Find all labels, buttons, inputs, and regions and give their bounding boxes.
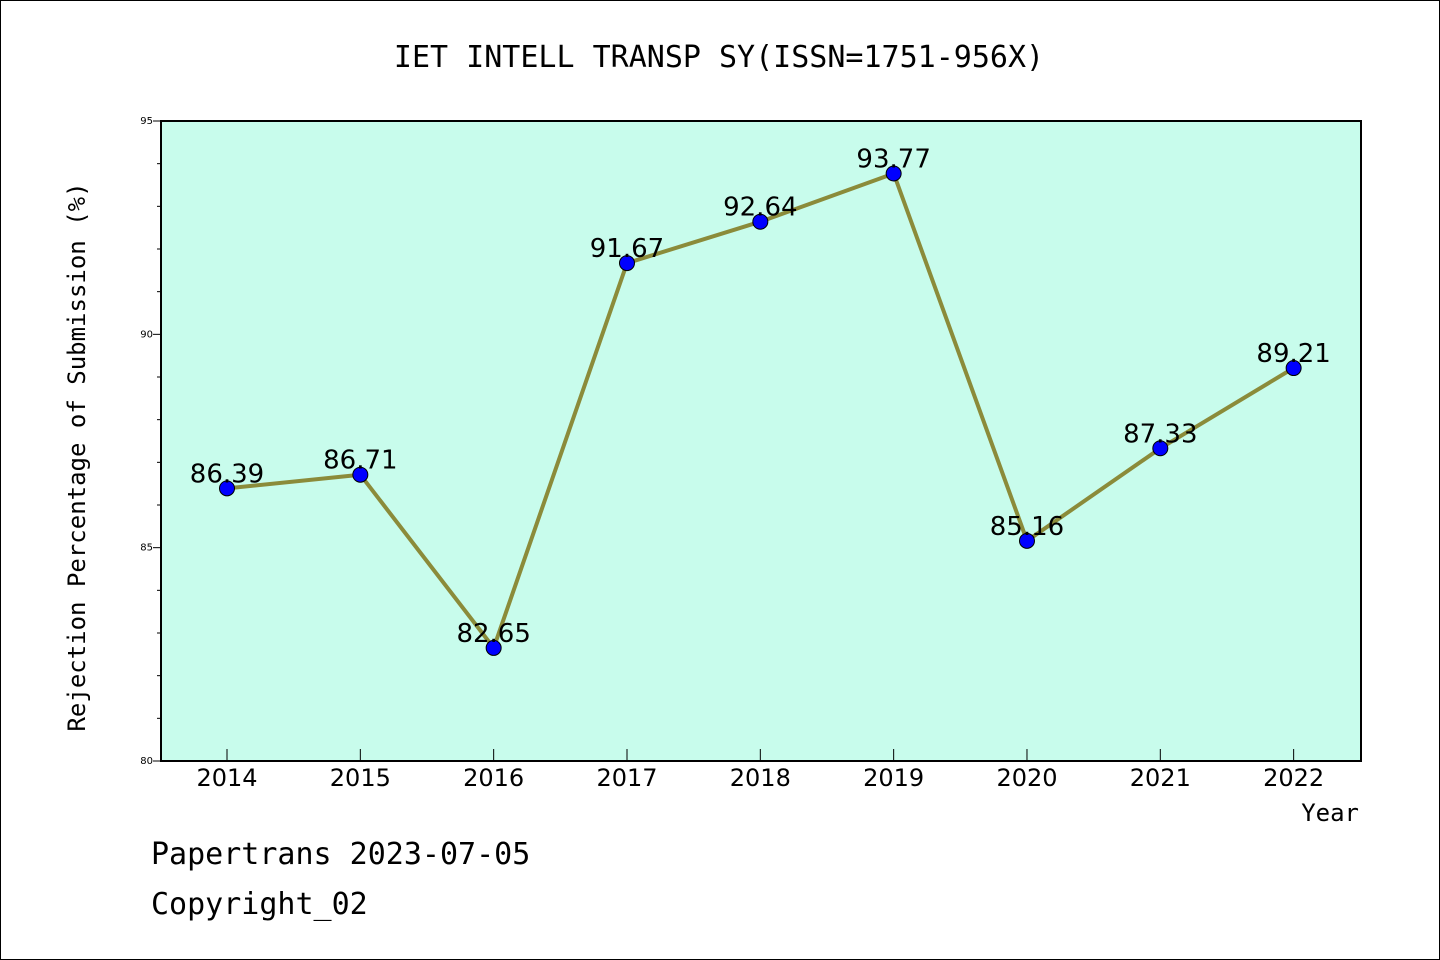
y-tick-label: 85: [140, 543, 153, 554]
data-label: 85.16: [990, 512, 1064, 542]
data-labels: 86.39 86.71 82.65 91.67 92.64 93.77 85.16 87.33…: [190, 144, 1331, 648]
data-point: [1285, 360, 1302, 377]
data-point: [752, 213, 769, 230]
data-label: 87.33: [1123, 419, 1197, 449]
footer-copyright-line: Copyright_02: [151, 887, 368, 922]
data-point: [485, 639, 502, 656]
data-point: [885, 165, 902, 182]
y-tick-label: 90: [140, 329, 153, 340]
data-label: 86.71: [323, 446, 397, 476]
data-label: 82.65: [456, 619, 530, 649]
x-tick-label: 2019: [863, 764, 924, 792]
x-tick-label: 2021: [1130, 764, 1191, 792]
data-label: 86.39: [190, 459, 264, 489]
data-label: 93.77: [856, 144, 930, 174]
data-point: [352, 466, 369, 483]
data-points: [219, 165, 1302, 656]
x-tick-label: 2015: [330, 764, 391, 792]
x-tick-label: 2016: [463, 764, 524, 792]
data-label: 89.21: [1256, 339, 1330, 369]
data-label: 91.67: [590, 234, 664, 264]
data-label: 92.64: [723, 193, 797, 223]
x-tick-label: 2020: [996, 764, 1057, 792]
footer-date-line: Papertrans 2023-07-05: [151, 837, 530, 872]
y-axis-ticks: 80 85 90 95: [140, 116, 161, 767]
data-point: [219, 480, 235, 497]
x-tick-label: 2018: [730, 764, 791, 792]
chart-title: IET INTELL TRANSP SY(ISSN=1751-956X): [394, 40, 1044, 75]
y-tick-label: 95: [140, 116, 153, 127]
x-axis-label: Year: [1301, 799, 1359, 827]
x-tick-label: 2017: [596, 764, 657, 792]
y-axis-label: Rejection Percentage of Submission (%): [63, 182, 91, 731]
data-point: [618, 255, 635, 272]
x-tick-label: 2022: [1263, 764, 1324, 792]
x-axis-ticks: 2014 2015 2016 2017 2018 2019 2020 2021 2022: [196, 749, 1324, 792]
data-point: [1018, 532, 1035, 549]
x-tick-label: 2014: [196, 764, 257, 792]
y-tick-label: 80: [140, 756, 153, 767]
data-point: [1152, 440, 1169, 457]
